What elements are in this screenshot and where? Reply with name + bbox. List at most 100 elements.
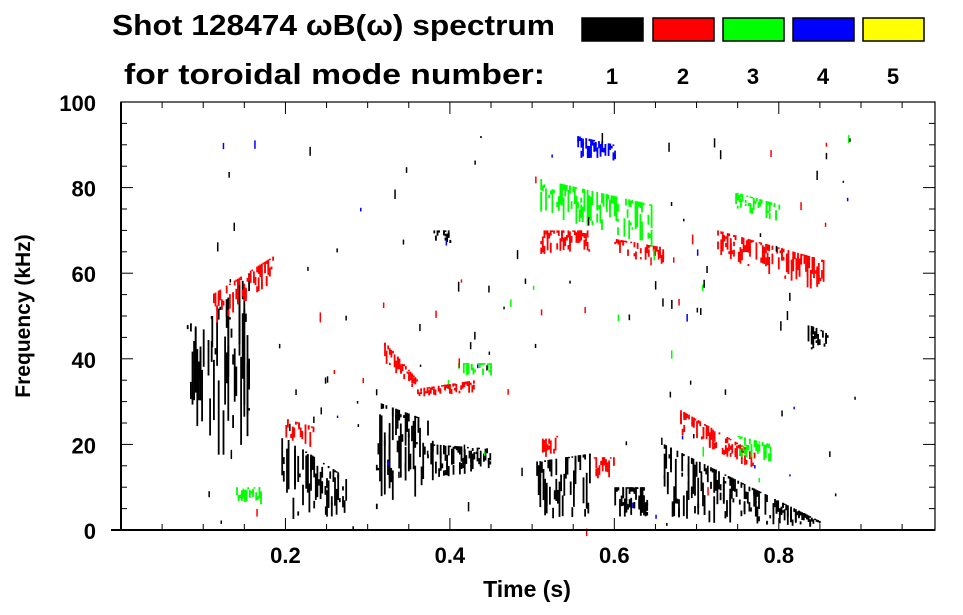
spectrum-speck-mode-2	[319, 312, 322, 323]
spectrum-streak-mode-1	[415, 416, 418, 418]
spectrum-streak-mode-2	[460, 385, 462, 390]
spectrum-streak-mode-3	[744, 203, 747, 207]
spectrum-streak-mode-2	[412, 375, 415, 378]
spectrum-speck-mode-3	[758, 477, 760, 483]
spectrum-streak-mode-2	[458, 390, 461, 394]
spectrum-streak-mode-2	[570, 236, 573, 243]
spectrum-streak-mode-2	[225, 285, 228, 294]
spectrum-streak-mode-1	[281, 438, 284, 476]
spectrum-streak-mode-1	[759, 491, 762, 494]
spectrum-speck-mode-1	[220, 520, 222, 524]
spectrum-streak-mode-2	[293, 427, 296, 438]
spectrum-streak-mode-2	[272, 256, 274, 261]
spectrum-speck-mode-2	[825, 142, 828, 147]
spectrum-streak-mode-1	[439, 451, 442, 471]
spectrum-streak-mode-1	[587, 502, 590, 514]
spectrum-streak-mode-3	[768, 212, 771, 219]
spectrum-streak-mode-3	[756, 198, 758, 202]
legend: 1 2 3 4 5	[581, 17, 925, 89]
spectrum-streak-mode-1	[222, 410, 225, 455]
spectrum-streak-mode-2	[619, 240, 621, 253]
spectrum-streak-mode-1	[817, 520, 820, 523]
spectrum-streak-mode-1	[644, 506, 647, 511]
spectrum-streak-mode-1	[782, 502, 784, 508]
spectrum-streak-mode-2	[398, 364, 401, 370]
spectrum-streak-mode-1	[539, 484, 542, 508]
spectrum-streak-mode-1	[539, 469, 542, 485]
spectrum-streak-mode-2	[806, 266, 809, 288]
spectrum-streak-mode-1	[643, 495, 645, 516]
spectrum-streak-mode-2	[740, 445, 743, 447]
spectrum-streak-mode-2	[408, 372, 410, 379]
spectrum-streak-mode-1	[690, 486, 693, 499]
spectrum-streak-mode-4	[591, 140, 594, 146]
spectrum-streak-mode-1	[414, 465, 417, 497]
spectrum-speck-mode-3	[447, 379, 450, 385]
spectrum-streak-mode-1	[409, 453, 412, 470]
spectrum-streak-mode-3	[637, 204, 640, 207]
spectrum-streak-mode-3	[486, 363, 489, 370]
spectrum-streak-mode-3	[767, 201, 769, 205]
spectrum-streak-mode-2	[787, 250, 790, 264]
spectrum-streak-mode-3	[617, 227, 619, 236]
spectrum-streak-mode-2	[243, 283, 246, 302]
spectrum-streak-mode-3	[758, 441, 761, 443]
spectrum-streak-mode-3	[245, 489, 248, 493]
y-axis-label: Frequency (kHz)	[12, 234, 35, 397]
spectrum-speck-mode-1	[569, 280, 571, 284]
spectrum-streak-mode-2	[588, 249, 591, 252]
spectrum-streak-mode-3	[778, 204, 781, 210]
spectrum-streak-mode-1	[710, 467, 712, 472]
spectrum-streak-mode-2	[578, 235, 581, 243]
spectrum-streak-mode-3	[578, 209, 581, 222]
spectrum-streak-mode-2	[387, 345, 390, 350]
spectrum-streak-mode-1	[379, 414, 381, 482]
spectrum-streak-mode-1	[727, 476, 730, 479]
spectrum-streak-mode-2	[740, 448, 743, 456]
spectrum-speck-mode-2	[507, 389, 509, 395]
spectrum-streak-mode-1	[427, 420, 429, 436]
spectrum-streak-mode-2	[595, 457, 598, 469]
spectrum-streak-mode-2	[808, 256, 811, 269]
spectrum-streak-mode-2	[740, 453, 743, 464]
spectrum-streak-mode-1	[391, 470, 394, 500]
spectrum-streak-mode-1	[213, 359, 215, 421]
spectrum-streak-mode-2	[633, 242, 636, 248]
spectrum-streak-mode-3	[541, 185, 544, 192]
spectrum-streak-mode-2	[608, 470, 610, 478]
spectrum-streak-mode-3	[628, 220, 631, 239]
spectrum-streak-mode-2	[819, 277, 822, 282]
spectrum-streak-mode-1	[190, 323, 192, 332]
spectrum-streak-mode-2	[761, 245, 764, 264]
spectrum-streak-mode-2	[586, 232, 589, 238]
spectrum-streak-mode-2	[238, 277, 241, 281]
spectrum-streak-mode-1	[574, 455, 577, 458]
spectrum-streak-mode-2	[758, 242, 761, 244]
spectrum-speck-mode-1	[671, 299, 673, 309]
spectrum-streak-mode-2	[395, 360, 398, 369]
spectrum-speck-mode-1	[398, 471, 400, 478]
spectrum-streak-mode-2	[572, 230, 575, 232]
spectrum-streak-mode-2	[753, 452, 756, 459]
spectrum-streak-mode-1	[769, 515, 772, 519]
spectrum-speck-mode-4	[336, 415, 339, 418]
spectrum-streak-mode-1	[489, 453, 492, 461]
spectrum-streak-mode-3	[752, 197, 755, 211]
spectrum-speck-mode-1	[488, 351, 491, 355]
spectrum-streak-mode-1	[190, 381, 192, 400]
spectrum-streak-mode-2	[245, 288, 247, 299]
spectrum-streak-mode-2	[605, 459, 607, 472]
spectrum-streak-mode-2	[713, 431, 716, 442]
spectrum-streak-mode-1	[782, 510, 784, 513]
spectrum-streak-mode-3	[570, 201, 573, 210]
spectrum-streak-mode-2	[564, 237, 567, 247]
spectrum-streak-mode-2	[729, 452, 732, 457]
spectrum-streak-mode-1	[636, 487, 639, 489]
chart-subtitle: for toroidal mode number:	[124, 59, 545, 91]
spectrum-streak-mode-2	[707, 425, 710, 436]
spectrum-marks	[186, 133, 856, 537]
spectrum-streak-mode-2	[249, 270, 252, 283]
spectrum-streak-mode-1	[343, 500, 346, 513]
spectrum-streak-mode-1	[620, 495, 623, 507]
spectrum-streak-mode-1	[191, 351, 194, 405]
